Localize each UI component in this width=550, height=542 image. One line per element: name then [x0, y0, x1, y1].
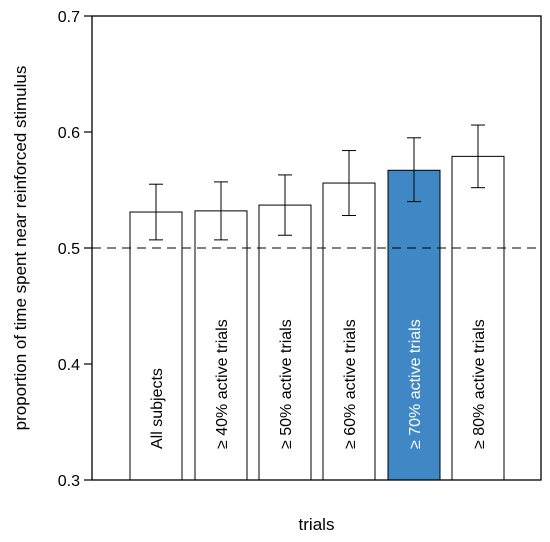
error-bar [407, 137, 421, 203]
error-bar [214, 181, 228, 241]
bar [387, 169, 441, 481]
x-axis-label: trials [299, 515, 335, 534]
bar-category-label: ≥ 60% active trials [342, 319, 359, 449]
error-bars [149, 124, 485, 241]
bar [194, 210, 248, 481]
error-bar [149, 183, 163, 241]
bar [451, 155, 505, 481]
error-bar [471, 124, 485, 189]
y-tick-label: 0.5 [58, 241, 80, 258]
y-tick-label: 0.6 [58, 125, 80, 142]
bar [322, 182, 376, 481]
bar-labels: All subjects ≥ 40% active trials ≥ 50% act… [149, 319, 488, 449]
y-axis-label: proportion of time spent near reinforced… [11, 66, 30, 431]
bar-category-label: ≥ 40% active trials [214, 319, 231, 449]
bar-category-label: ≥ 70% active trials [407, 319, 424, 449]
bar-category-label: ≥ 80% active trials [471, 319, 488, 449]
bar-category-label: ≥ 50% active trials [278, 319, 295, 449]
error-bar [342, 150, 356, 217]
error-bar [278, 174, 292, 236]
y-tick-label: 0.3 [58, 473, 80, 490]
bars [129, 155, 505, 481]
y-tick-label: 0.4 [58, 357, 80, 374]
bar [129, 211, 183, 481]
y-axis: 0.3 0.4 0.5 0.6 0.7 [58, 9, 92, 490]
bar-category-label: All subjects [149, 368, 166, 449]
y-tick-label: 0.7 [58, 9, 80, 26]
